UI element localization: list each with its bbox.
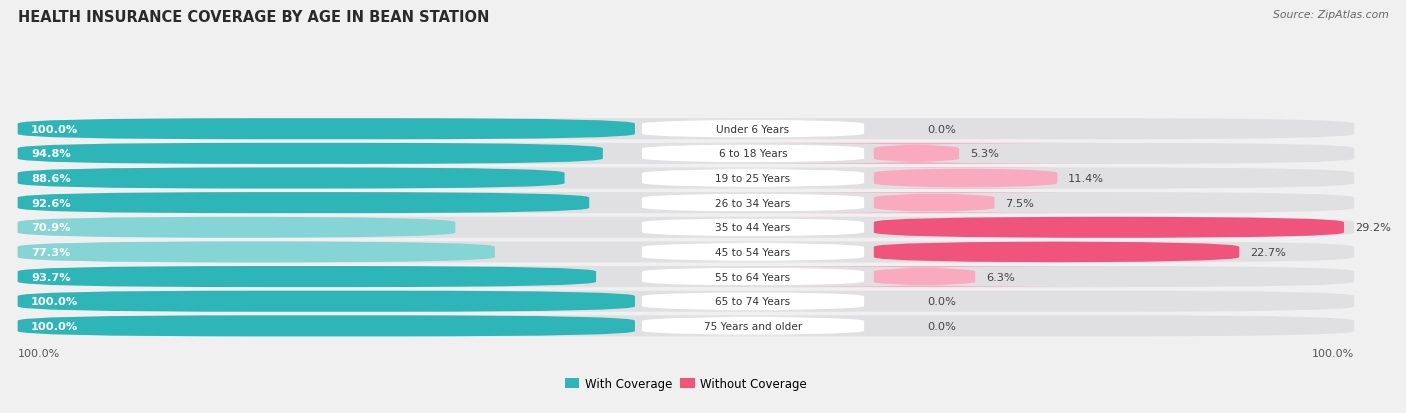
Text: 11.4%: 11.4%	[1069, 173, 1104, 183]
Text: 0.0%: 0.0%	[928, 297, 956, 306]
FancyBboxPatch shape	[754, 192, 1115, 214]
FancyBboxPatch shape	[18, 266, 1354, 287]
Text: 100.0%: 100.0%	[18, 348, 60, 358]
Text: 70.9%: 70.9%	[31, 223, 70, 233]
FancyBboxPatch shape	[734, 266, 1115, 287]
FancyBboxPatch shape	[18, 316, 1354, 337]
FancyBboxPatch shape	[18, 168, 565, 189]
Text: HEALTH INSURANCE COVERAGE BY AGE IN BEAN STATION: HEALTH INSURANCE COVERAGE BY AGE IN BEAN…	[18, 10, 489, 25]
FancyBboxPatch shape	[643, 218, 865, 237]
Text: 45 to 54 Years: 45 to 54 Years	[716, 247, 790, 257]
FancyBboxPatch shape	[717, 143, 1115, 164]
FancyBboxPatch shape	[643, 292, 865, 311]
FancyBboxPatch shape	[18, 217, 1354, 238]
Text: 7.5%: 7.5%	[1005, 198, 1035, 208]
Legend: With Coverage, Without Coverage: With Coverage, Without Coverage	[560, 372, 811, 395]
FancyBboxPatch shape	[643, 145, 865, 163]
Text: 35 to 44 Years: 35 to 44 Years	[716, 223, 790, 233]
Text: 29.2%: 29.2%	[1355, 223, 1391, 233]
FancyBboxPatch shape	[873, 242, 1239, 263]
FancyBboxPatch shape	[873, 217, 1344, 238]
FancyBboxPatch shape	[18, 192, 1354, 214]
Text: 0.0%: 0.0%	[928, 321, 956, 331]
Text: 77.3%: 77.3%	[31, 247, 70, 257]
Text: 100.0%: 100.0%	[1312, 348, 1354, 358]
Text: 6 to 18 Years: 6 to 18 Years	[718, 149, 787, 159]
Text: 93.7%: 93.7%	[31, 272, 70, 282]
Text: 22.7%: 22.7%	[1250, 247, 1286, 257]
Text: Source: ZipAtlas.com: Source: ZipAtlas.com	[1274, 10, 1389, 20]
FancyBboxPatch shape	[643, 194, 865, 212]
FancyBboxPatch shape	[18, 192, 589, 214]
FancyBboxPatch shape	[18, 143, 603, 164]
FancyBboxPatch shape	[18, 168, 1354, 189]
Text: 65 to 74 Years: 65 to 74 Years	[716, 297, 790, 306]
FancyBboxPatch shape	[643, 317, 865, 335]
Text: 92.6%: 92.6%	[31, 198, 70, 208]
FancyBboxPatch shape	[18, 316, 636, 337]
FancyBboxPatch shape	[18, 266, 596, 287]
FancyBboxPatch shape	[18, 291, 636, 312]
FancyBboxPatch shape	[643, 268, 865, 286]
Text: 5.3%: 5.3%	[970, 149, 998, 159]
FancyBboxPatch shape	[643, 243, 865, 261]
Text: 6.3%: 6.3%	[986, 272, 1015, 282]
FancyBboxPatch shape	[815, 168, 1115, 189]
Text: 94.8%: 94.8%	[31, 149, 70, 159]
FancyBboxPatch shape	[18, 242, 1354, 263]
FancyBboxPatch shape	[643, 120, 865, 139]
Text: 100.0%: 100.0%	[31, 297, 79, 306]
Text: Under 6 Years: Under 6 Years	[717, 124, 790, 134]
Text: 100.0%: 100.0%	[31, 321, 79, 331]
Text: 55 to 64 Years: 55 to 64 Years	[716, 272, 790, 282]
FancyBboxPatch shape	[18, 119, 1354, 140]
FancyBboxPatch shape	[18, 217, 456, 238]
FancyBboxPatch shape	[18, 119, 636, 140]
FancyBboxPatch shape	[18, 291, 1354, 312]
FancyBboxPatch shape	[18, 143, 1354, 164]
Text: 88.6%: 88.6%	[31, 173, 70, 183]
Text: 0.0%: 0.0%	[928, 124, 956, 134]
FancyBboxPatch shape	[18, 242, 495, 263]
Text: 75 Years and older: 75 Years and older	[704, 321, 803, 331]
FancyBboxPatch shape	[643, 169, 865, 188]
Text: 26 to 34 Years: 26 to 34 Years	[716, 198, 790, 208]
Text: 19 to 25 Years: 19 to 25 Years	[716, 173, 790, 183]
Text: 100.0%: 100.0%	[31, 124, 79, 134]
